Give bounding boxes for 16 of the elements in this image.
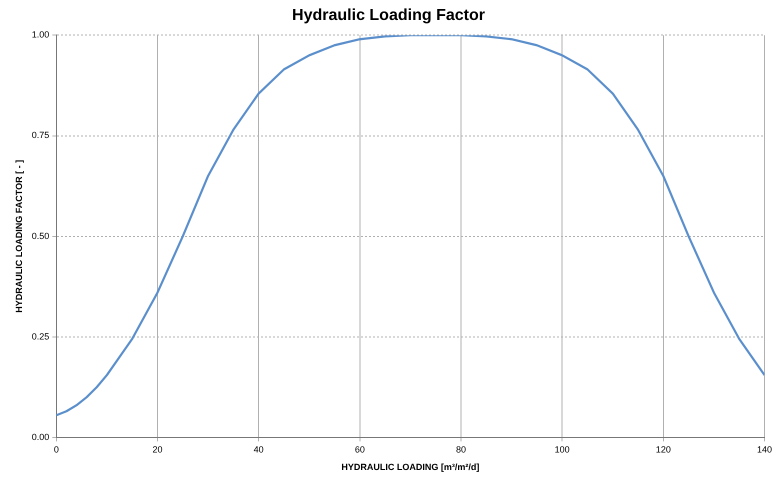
y-axis-title: HYDRAULIC LOADING FACTOR [ - ] [14, 160, 24, 313]
y-tick-label: 0.25 [32, 331, 50, 342]
y-tick-label: 0.75 [32, 130, 50, 140]
x-axis-title: HYDRAULIC LOADING [m³/m²/d] [341, 462, 480, 472]
x-tick-label: 120 [656, 444, 671, 454]
x-tick-label: 60 [354, 444, 365, 454]
y-tick-label: 1.00 [32, 30, 50, 40]
x-tick-label: 20 [152, 444, 162, 454]
x-tick-label: 40 [254, 444, 264, 454]
y-tick-label: 0.50 [32, 230, 50, 241]
chart-title: Hydraulic Loading Factor [292, 7, 485, 24]
y-tick-label: 0.00 [32, 432, 50, 442]
x-tick-label: 0 [54, 444, 59, 454]
x-tick-label: 80 [456, 444, 466, 454]
x-tick-label: 100 [554, 444, 570, 454]
x-tick-label: 140 [756, 444, 772, 454]
